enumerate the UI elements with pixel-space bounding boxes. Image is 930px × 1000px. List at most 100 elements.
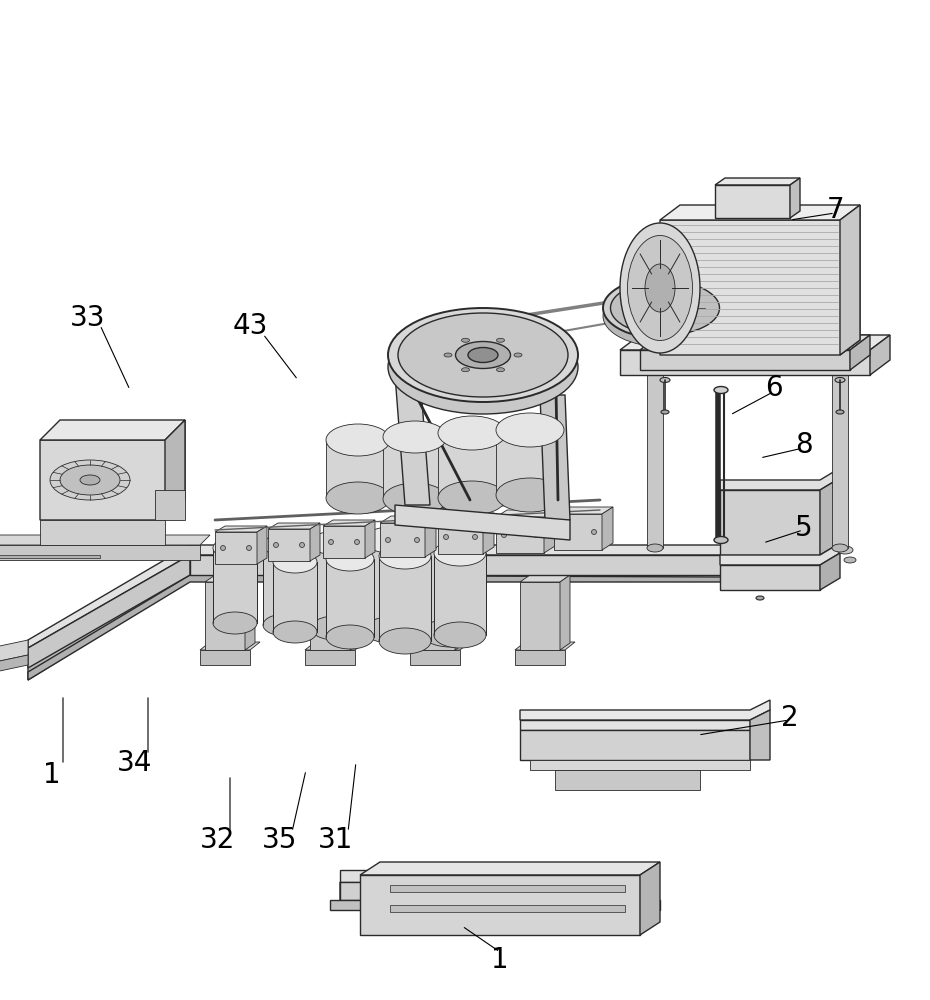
Polygon shape — [660, 205, 860, 355]
Ellipse shape — [472, 534, 477, 540]
Ellipse shape — [832, 544, 848, 552]
Polygon shape — [28, 575, 730, 680]
Ellipse shape — [80, 475, 100, 485]
Polygon shape — [515, 642, 575, 650]
Polygon shape — [840, 205, 860, 355]
Text: 7: 7 — [827, 196, 844, 224]
Polygon shape — [257, 526, 267, 564]
Ellipse shape — [422, 524, 478, 552]
Polygon shape — [750, 710, 770, 760]
Polygon shape — [640, 335, 870, 350]
Polygon shape — [0, 655, 28, 672]
Polygon shape — [28, 545, 730, 648]
Ellipse shape — [326, 424, 390, 456]
Polygon shape — [273, 562, 317, 632]
Ellipse shape — [263, 534, 307, 556]
Polygon shape — [0, 545, 200, 560]
Ellipse shape — [660, 377, 670, 382]
Polygon shape — [305, 642, 365, 650]
Text: 6: 6 — [765, 374, 783, 402]
Ellipse shape — [645, 264, 675, 312]
Ellipse shape — [383, 483, 447, 515]
Ellipse shape — [497, 368, 504, 372]
Ellipse shape — [836, 410, 844, 414]
Ellipse shape — [379, 628, 431, 654]
Ellipse shape — [496, 478, 564, 512]
Ellipse shape — [263, 614, 307, 636]
Ellipse shape — [434, 622, 486, 648]
Polygon shape — [438, 520, 483, 554]
Polygon shape — [870, 335, 890, 375]
Polygon shape — [40, 520, 165, 545]
Ellipse shape — [422, 619, 478, 647]
Ellipse shape — [610, 281, 720, 335]
Ellipse shape — [434, 540, 486, 566]
Polygon shape — [554, 514, 602, 550]
Polygon shape — [415, 582, 455, 650]
Ellipse shape — [620, 223, 700, 353]
Ellipse shape — [246, 546, 251, 550]
Polygon shape — [660, 205, 860, 220]
Ellipse shape — [220, 546, 225, 550]
Polygon shape — [330, 900, 660, 910]
Polygon shape — [820, 478, 840, 555]
Ellipse shape — [299, 542, 304, 548]
Ellipse shape — [364, 617, 416, 643]
Polygon shape — [520, 700, 770, 720]
Text: 34: 34 — [117, 749, 153, 777]
Polygon shape — [483, 513, 494, 554]
Polygon shape — [410, 642, 470, 650]
Text: 33: 33 — [71, 304, 106, 332]
Ellipse shape — [326, 482, 390, 514]
Polygon shape — [326, 559, 374, 637]
Polygon shape — [323, 520, 375, 526]
Text: 31: 31 — [318, 826, 353, 854]
Ellipse shape — [398, 313, 568, 397]
Polygon shape — [438, 433, 506, 498]
Polygon shape — [720, 490, 820, 555]
Polygon shape — [720, 468, 840, 490]
Ellipse shape — [273, 621, 317, 643]
Ellipse shape — [311, 616, 359, 640]
Polygon shape — [390, 905, 625, 912]
Ellipse shape — [714, 386, 728, 393]
Polygon shape — [215, 532, 257, 564]
Ellipse shape — [591, 530, 596, 534]
Ellipse shape — [213, 612, 257, 634]
Ellipse shape — [461, 368, 470, 372]
Ellipse shape — [844, 557, 856, 563]
Ellipse shape — [501, 532, 507, 538]
Polygon shape — [438, 513, 494, 520]
Polygon shape — [390, 885, 625, 892]
Polygon shape — [268, 529, 310, 561]
Polygon shape — [165, 420, 185, 520]
Polygon shape — [364, 540, 416, 630]
Polygon shape — [520, 730, 750, 760]
Polygon shape — [515, 650, 565, 665]
Polygon shape — [640, 350, 850, 370]
Ellipse shape — [326, 547, 374, 571]
Polygon shape — [200, 650, 250, 665]
Ellipse shape — [328, 540, 334, 544]
Polygon shape — [415, 575, 465, 582]
Ellipse shape — [438, 481, 506, 515]
Text: 1: 1 — [43, 761, 60, 789]
Ellipse shape — [468, 348, 498, 362]
Polygon shape — [620, 350, 870, 375]
Ellipse shape — [603, 285, 727, 347]
Polygon shape — [540, 395, 570, 520]
Polygon shape — [832, 375, 848, 548]
Ellipse shape — [388, 320, 578, 414]
Polygon shape — [410, 650, 460, 665]
Polygon shape — [790, 178, 800, 218]
Text: 1: 1 — [491, 946, 509, 974]
Polygon shape — [310, 523, 320, 561]
Ellipse shape — [560, 530, 565, 534]
Polygon shape — [544, 510, 555, 553]
Ellipse shape — [60, 465, 120, 495]
Polygon shape — [715, 178, 800, 185]
Ellipse shape — [386, 538, 391, 542]
Polygon shape — [305, 650, 355, 665]
Polygon shape — [340, 882, 360, 908]
Polygon shape — [360, 862, 660, 875]
